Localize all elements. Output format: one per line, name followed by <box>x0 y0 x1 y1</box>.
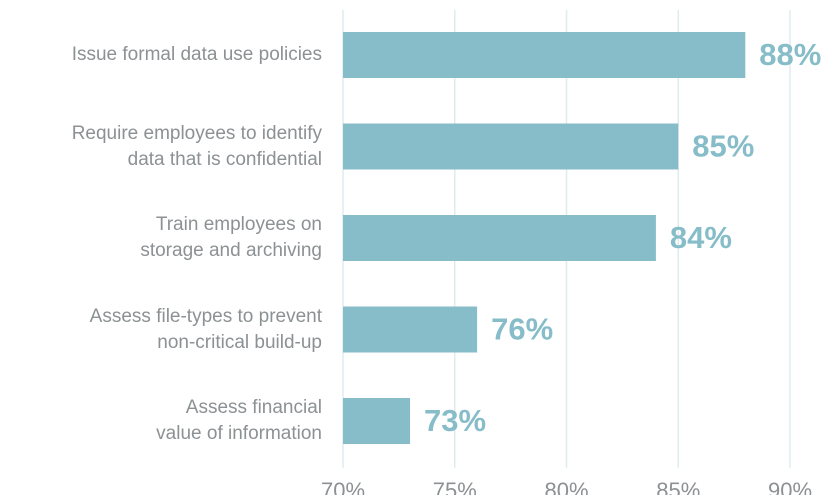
bar <box>343 215 656 261</box>
x-tick-label: 90% <box>768 478 812 495</box>
category-label: Issue formal data use policies <box>71 44 322 65</box>
bar <box>343 306 478 353</box>
x-tick-label: 85% <box>656 478 700 495</box>
category-label: Train employees on storage and archiving <box>140 214 322 261</box>
category-label: Require employees to identify data that … <box>71 122 322 170</box>
value-label: 73% <box>424 403 486 438</box>
x-tick-label: 70% <box>321 478 365 495</box>
value-label: 85% <box>692 129 754 164</box>
value-label: 76% <box>491 312 553 347</box>
category-label: Assess financial value of information <box>156 397 322 444</box>
x-tick-label: 75% <box>433 478 477 495</box>
bar <box>343 32 746 78</box>
x-tick-label: 80% <box>544 478 588 495</box>
category-label: Assess file-types to prevent non-critica… <box>89 305 322 353</box>
value-label: 84% <box>670 220 732 255</box>
bar <box>343 123 679 170</box>
bar <box>343 398 411 444</box>
value-label: 88% <box>759 37 821 72</box>
